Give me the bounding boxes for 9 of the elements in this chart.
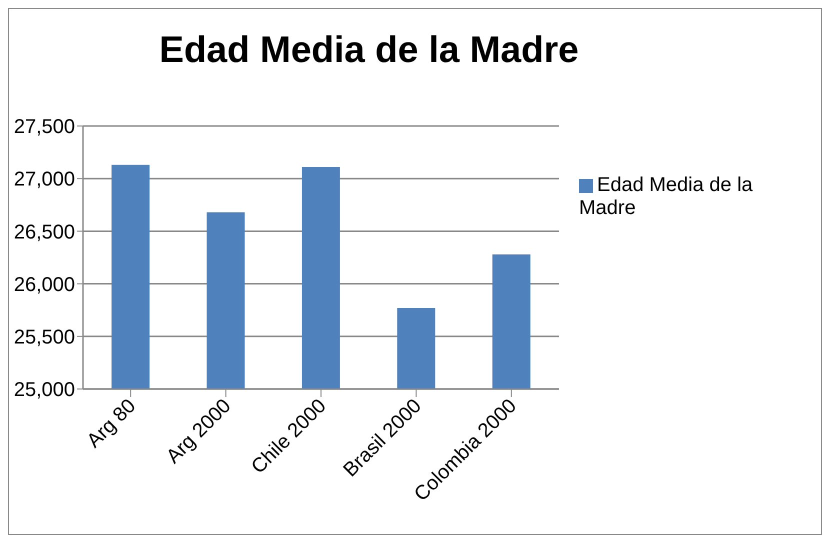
y-tick-label: 26,500 [14, 221, 75, 244]
y-tick-label: 25,500 [14, 326, 75, 348]
y-tick-label: 27,000 [14, 168, 75, 191]
chart-title: Edad Media de la Madre [158, 29, 580, 71]
x-tick-label: Arg 80 [82, 394, 140, 452]
legend-label: Edad Media de la Madre [579, 174, 753, 219]
y-tick-label: 26,000 [14, 274, 75, 296]
y-tick-label: 25,000 [14, 379, 75, 402]
y-tick-label: 27,500 [14, 116, 75, 138]
